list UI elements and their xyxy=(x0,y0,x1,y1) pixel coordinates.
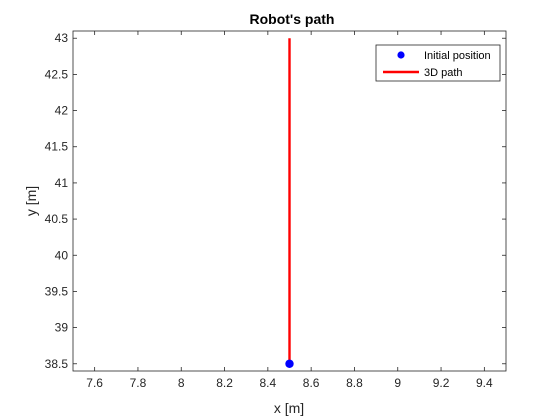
chart-title: Robot's path xyxy=(250,11,335,27)
series-point-initial-position xyxy=(285,359,294,368)
x-tick-label: 9.2 xyxy=(433,376,450,390)
y-axis-label: y [m] xyxy=(23,186,39,216)
y-tick-label: 43 xyxy=(55,31,69,45)
x-tick-label: 9.4 xyxy=(476,376,493,390)
y-tick-label: 40.5 xyxy=(45,212,69,226)
legend: Initial position 3D path xyxy=(375,44,501,82)
x-tick-label: 9 xyxy=(394,376,401,390)
x-tick-label: 8.2 xyxy=(216,376,233,390)
y-tick-label: 38.5 xyxy=(45,357,69,371)
y-tick-label: 42 xyxy=(55,104,69,118)
y-tick-label: 39 xyxy=(55,321,69,335)
y-axis: 38.5 39 39.5 40 40.5 41 41.5 42 42.5 43 xyxy=(45,31,506,371)
x-tick-label: 8.8 xyxy=(346,376,363,390)
y-tick-label: 42.5 xyxy=(45,67,69,81)
x-tick-label: 8 xyxy=(178,376,185,390)
series-layer xyxy=(285,38,294,368)
y-tick-label: 41 xyxy=(55,176,69,190)
y-tick-label: 39.5 xyxy=(45,284,69,298)
x-tick-label: 8.6 xyxy=(303,376,320,390)
x-axis-label: x [m] xyxy=(274,400,304,416)
legend-label-initial-position: Initial position xyxy=(424,50,491,62)
legend-marker-initial-position xyxy=(397,51,405,59)
legend-label-3d-path: 3D path xyxy=(424,67,463,79)
x-tick-label: 8.4 xyxy=(260,376,277,390)
y-tick-label: 40 xyxy=(55,248,69,262)
x-tick-label: 7.8 xyxy=(130,376,147,390)
legend-box xyxy=(375,44,501,82)
x-tick-label: 7.6 xyxy=(86,376,103,390)
x-axis: 7.6 7.8 8 8.2 8.4 8.6 8.8 9 9.2 9.4 xyxy=(86,31,493,390)
y-tick-label: 41.5 xyxy=(45,140,69,154)
